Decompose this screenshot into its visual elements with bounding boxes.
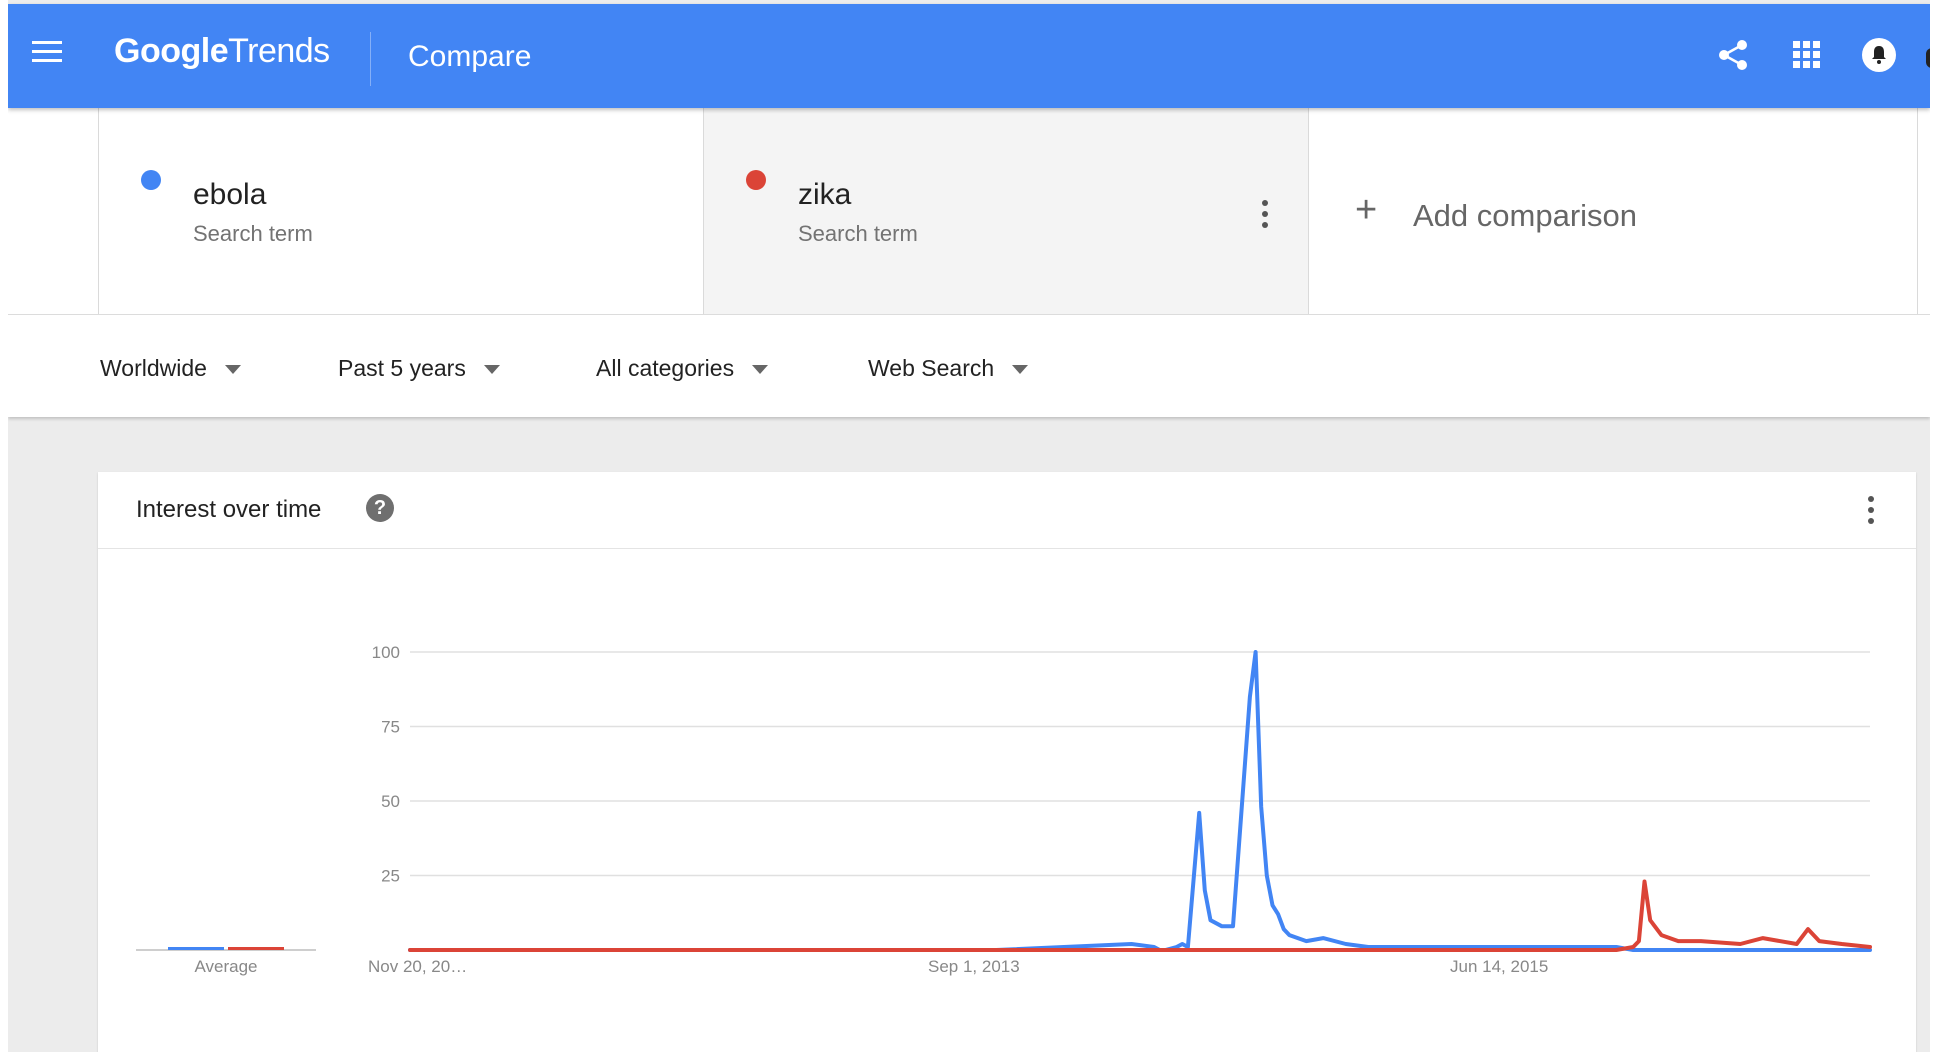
google-trends-logo[interactable]: GoogleTrends bbox=[114, 32, 330, 71]
notifications-bell-icon[interactable] bbox=[1862, 38, 1896, 72]
add-comparison-label: Add comparison bbox=[1413, 198, 1638, 233]
card-header: Interest over time ? bbox=[98, 472, 1916, 549]
logo-trends: Trends bbox=[228, 32, 330, 70]
top-bar: GoogleTrends Compare bbox=[8, 4, 1930, 108]
category-dropdown[interactable]: All categories bbox=[596, 355, 769, 382]
category-value: All categories bbox=[596, 355, 735, 381]
search-type-dropdown[interactable]: Web Search bbox=[868, 355, 1029, 382]
filter-bar: Worldwide Past 5 years All categories We… bbox=[8, 315, 1930, 417]
logo-google: Google bbox=[114, 32, 229, 70]
term-name: ebola bbox=[193, 178, 267, 211]
term-type: Search term bbox=[193, 221, 313, 246]
caret-down-icon bbox=[1012, 365, 1029, 375]
interest-over-time-card: Interest over time ? 100 75 50 25 Average Nov… bbox=[98, 472, 1916, 1052]
header-divider bbox=[370, 32, 371, 86]
y-tick-label: 75 bbox=[381, 718, 400, 737]
term-card-zika[interactable]: zika Search term bbox=[703, 108, 1309, 314]
time-range-value: Past 5 years bbox=[338, 355, 466, 381]
caret-down-icon bbox=[224, 365, 241, 375]
caret-down-icon bbox=[752, 365, 769, 375]
term-type: Search term bbox=[798, 221, 918, 246]
share-icon[interactable] bbox=[1716, 38, 1750, 72]
card-title: Interest over time bbox=[136, 496, 322, 523]
region-dropdown[interactable]: Worldwide bbox=[100, 355, 241, 382]
interest-chart: 100 75 50 25 Average Nov 20, 20… Sep 1, 2013 Ju… bbox=[136, 643, 1872, 976]
series-line-zika bbox=[408, 879, 1872, 952]
plus-icon: + bbox=[1355, 189, 1378, 231]
region-value: Worldwide bbox=[100, 355, 207, 381]
app-frame: GoogleTrends Compare bbox=[8, 0, 1930, 1052]
average-bar-zika bbox=[228, 947, 284, 950]
term-name: zika bbox=[798, 178, 852, 211]
add-comparison-button[interactable]: + Add comparison bbox=[1308, 108, 1918, 314]
help-icon[interactable]: ? bbox=[366, 494, 394, 522]
average-bar-ebola bbox=[168, 947, 224, 950]
x-tick-label: Jun 14, 2015 bbox=[1450, 957, 1548, 976]
y-tick-label: 50 bbox=[381, 792, 400, 811]
page-title: Compare bbox=[408, 40, 532, 73]
more-options-icon[interactable] bbox=[1262, 200, 1268, 228]
avatar[interactable] bbox=[1926, 48, 1930, 68]
term-card-ebola[interactable]: ebola Search term bbox=[98, 108, 704, 314]
menu-icon[interactable] bbox=[32, 41, 66, 67]
y-tick-label: 25 bbox=[381, 867, 400, 886]
term-color-dot bbox=[141, 170, 161, 190]
apps-icon[interactable] bbox=[1790, 38, 1824, 72]
average-label: Average bbox=[194, 957, 257, 976]
card-more-options-icon[interactable] bbox=[1868, 496, 1874, 524]
x-tick-label: Sep 1, 2013 bbox=[928, 957, 1020, 976]
search-type-value: Web Search bbox=[868, 355, 995, 381]
term-color-dot bbox=[746, 170, 766, 190]
y-tick-label: 100 bbox=[372, 643, 400, 662]
x-tick-label: Nov 20, 20… bbox=[368, 957, 467, 976]
caret-down-icon bbox=[483, 365, 500, 375]
time-range-dropdown[interactable]: Past 5 years bbox=[338, 355, 500, 382]
comparison-terms: ebola Search term zika Search term + Add… bbox=[8, 108, 1930, 315]
